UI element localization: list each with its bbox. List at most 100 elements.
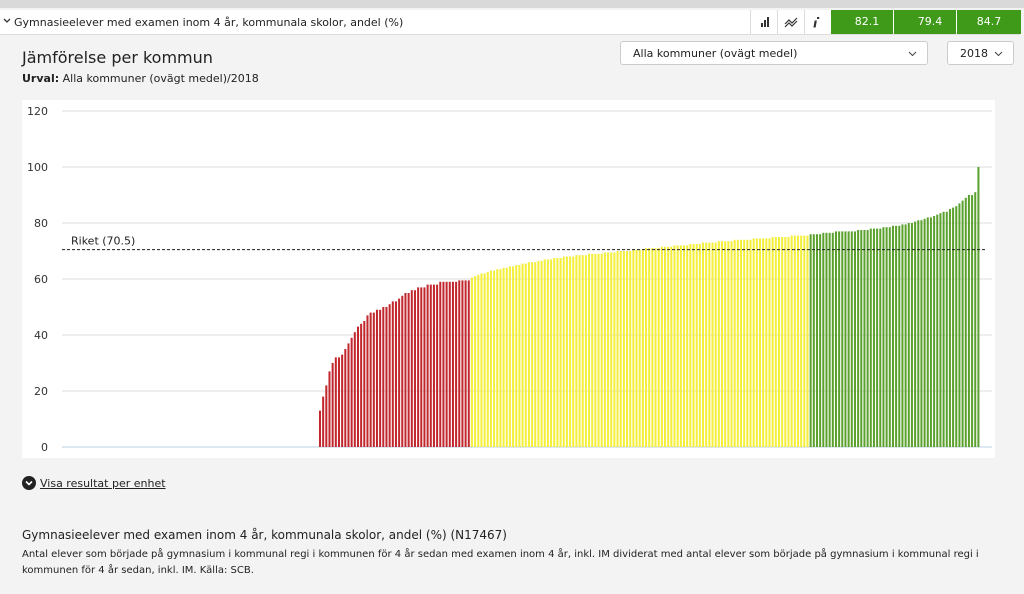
panel-title: Jämförelse per kommun [22,48,213,67]
bar [581,255,584,447]
bar [350,337,353,447]
bar [844,231,847,447]
bar [388,304,391,447]
bar [480,273,483,447]
bar [904,224,907,447]
show-units-link[interactable]: Visa resultat per enhet [22,476,166,490]
bar [739,239,743,447]
bar [736,239,739,447]
bar [572,256,575,447]
bar [834,231,837,447]
collapse-icon[interactable] [3,18,11,24]
bar [876,228,879,447]
chart: 0 20 40 60 80 100 120 Riket (70.5) [22,100,995,458]
bar [683,245,686,447]
info-icon[interactable] [804,10,831,34]
bar [322,396,325,447]
bar [360,323,363,447]
bar [815,234,818,447]
bar [977,167,980,447]
bar [847,231,850,447]
bar [641,249,644,447]
bar [860,230,863,447]
dropdown-text: 2018 [960,47,988,60]
group-dropdown[interactable]: Alla kommuner (ovägt medel) [620,41,928,65]
bar [379,309,382,447]
bar [961,200,964,447]
reference-label: Riket (70.5) [71,235,135,248]
bar [869,228,872,447]
bar [939,213,942,447]
bar [670,246,673,447]
bar [929,217,932,447]
dropdown-text: Alla kommuner (ovägt medel) [633,47,798,60]
bar [512,266,515,447]
bar [727,241,730,447]
bar [872,228,875,447]
indicator-header[interactable]: Gymnasieelever med examen inom 4 år, kom… [0,10,1021,35]
footer-title: Gymnasieelever med examen inom 4 år, kom… [22,528,507,542]
bar [607,252,610,447]
bar [565,256,568,447]
bar [540,260,543,447]
bar [458,280,461,447]
bar [328,371,331,447]
bar [613,252,616,447]
bar [743,239,746,447]
bar [341,354,344,447]
bar [787,237,790,447]
bar [692,244,695,447]
bar [711,242,714,447]
bar [781,237,784,447]
bar [885,227,888,447]
bar [850,231,853,447]
bar [619,251,622,447]
bar [936,214,939,447]
bar [603,252,606,447]
bar [771,237,774,447]
bar-chart-icon[interactable] [750,10,777,34]
bar [398,298,401,447]
bar [635,249,638,447]
bar [546,259,549,447]
bar [717,241,720,447]
y-tick-label: 100 [27,161,48,174]
bar [489,270,492,447]
bar [353,332,356,447]
bar [926,217,929,447]
selection: Urval: Alla kommuner (ovägt medel)/2018 [22,72,259,85]
bar [439,281,442,447]
bar [974,192,977,447]
trend-icon[interactable] [777,10,804,34]
top-strip [0,0,1024,8]
bar [382,307,385,447]
bar [702,242,705,447]
y-tick-label: 120 [27,105,48,118]
bar [372,312,375,447]
link-text[interactable]: Visa resultat per enhet [40,476,166,490]
bar [451,281,454,447]
bar [537,260,540,447]
bar [550,259,553,447]
year-dropdown[interactable]: 2018 [947,41,1014,65]
bar [686,245,689,447]
bar [461,280,464,447]
bar [942,211,945,447]
bar [853,231,856,447]
bar [958,203,961,447]
bar [436,284,439,447]
bar [442,281,445,447]
bar [616,251,619,447]
bar [910,223,913,447]
bar [708,242,711,447]
bar [344,349,347,447]
bar [410,290,413,447]
bar [758,238,762,447]
bar [588,253,591,447]
bar [356,326,359,447]
bar [369,312,372,447]
bar [730,241,733,447]
bar [863,230,866,447]
bar [667,246,670,447]
indicator-title: Gymnasieelever med examen inom 4 år, kom… [14,16,404,29]
